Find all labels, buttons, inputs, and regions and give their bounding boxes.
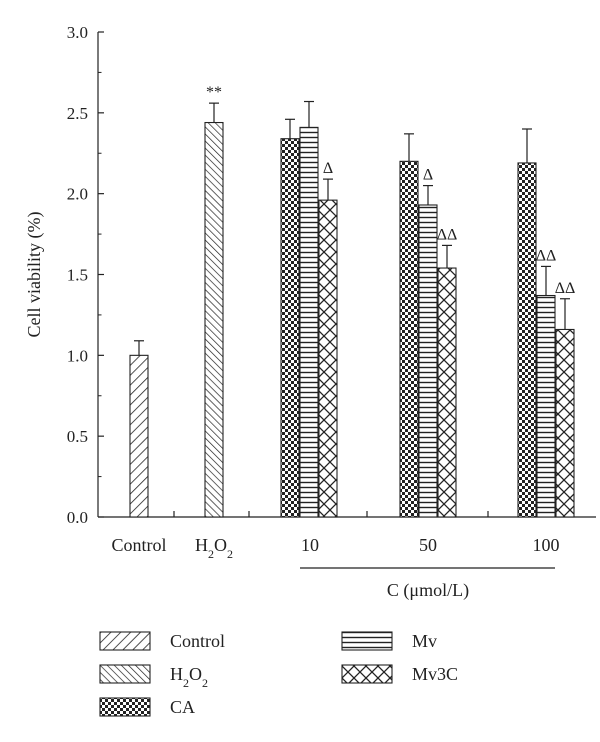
y-tick-label: 0.5 — [67, 427, 88, 446]
legend-swatch-h2o2 — [99, 664, 151, 684]
significance-mark: ΔΔ — [536, 247, 557, 264]
y-tick-label: 1.5 — [67, 266, 88, 285]
error-bars — [134, 100, 570, 356]
legend: Control H2O2 CA Mv Mv3C — [99, 631, 458, 717]
bar-mv3c-100 — [555, 328, 575, 518]
bar-ca-50 — [399, 160, 419, 518]
legend-swatch-control — [99, 631, 151, 651]
x-tick-label: H2O2 — [195, 535, 233, 561]
y-tick-label: 3.0 — [67, 23, 88, 42]
significance-mark: Δ — [423, 167, 433, 184]
legend-swatch-mv3c — [341, 664, 393, 684]
bar-mv-50 — [418, 204, 438, 518]
legend-swatch-mv — [341, 631, 393, 651]
bar-mv-100 — [536, 294, 556, 518]
axes: 0.0 0.5 1.0 1.5 2.0 2.5 3.0 Cell viability (%) — [24, 23, 596, 527]
y-tick-label: 2.0 — [67, 185, 88, 204]
bar-control-control — [129, 354, 149, 518]
significance-mark: ** — [206, 84, 222, 101]
x-tick-label: Control — [111, 535, 166, 555]
bars — [129, 121, 575, 518]
x-axis-label: C (μmol/L) — [387, 580, 469, 601]
significance-mark: Δ — [323, 160, 333, 177]
legend-label: H2O2 — [170, 664, 208, 690]
bar-mv3c-50 — [437, 267, 457, 518]
significance-mark: ΔΔ — [437, 226, 458, 243]
bar-mv-10 — [299, 126, 319, 518]
bar-ca-10 — [280, 138, 300, 518]
y-tick-label: 1.0 — [67, 346, 88, 365]
y-axis-label: Cell viability (%) — [24, 212, 45, 338]
legend-label: CA — [170, 697, 195, 717]
x-tick-label: 100 — [533, 535, 560, 555]
x-tick-label: 50 — [419, 535, 437, 555]
legend-label: Control — [170, 631, 225, 651]
bar-h2o2-h2o2 — [204, 121, 224, 518]
legend-swatch-ca — [99, 697, 151, 717]
legend-label: Mv3C — [412, 664, 458, 684]
x-tick-label: 10 — [301, 535, 319, 555]
y-tick-label: 2.5 — [67, 104, 88, 123]
y-tick-label: 0.0 — [67, 508, 88, 527]
bar-ca-100 — [517, 162, 537, 518]
bar-mv3c-10 — [318, 199, 338, 518]
x-axis-labels: Control H2O2 10 50 100 C (μmol/L) — [111, 535, 559, 601]
legend-label: Mv — [412, 631, 437, 651]
significance-mark: ΔΔ — [555, 280, 576, 297]
